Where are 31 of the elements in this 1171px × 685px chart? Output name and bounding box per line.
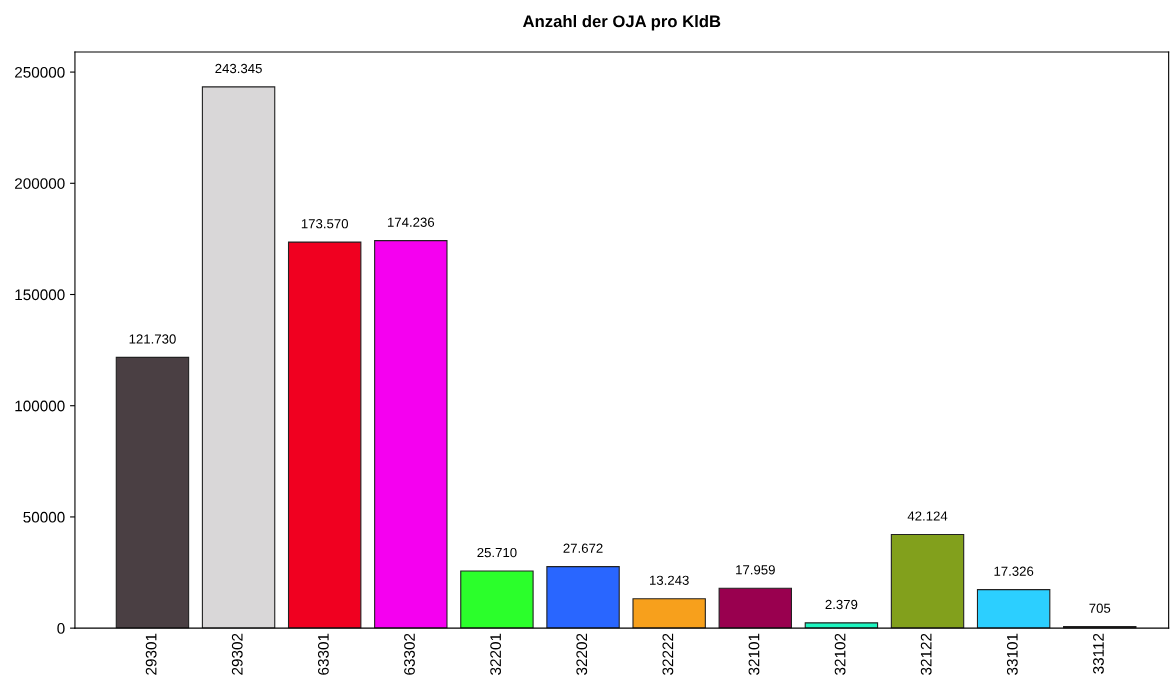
x-tick-label: 63302 [404, 633, 415, 675]
data-label: 25.710 [477, 547, 517, 558]
x-tick-label: 63301 [317, 633, 329, 675]
x-tick-label: 32202 [576, 633, 588, 675]
data-label: 27.672 [563, 543, 603, 553]
y-tick-label: 150000 [15, 289, 65, 301]
x-tick-label: 32122 [920, 633, 932, 675]
x-tick-label: 32101 [748, 633, 760, 675]
data-label: 2.379 [825, 599, 858, 610]
y-tick-label: 100000 [15, 400, 65, 412]
x-tick-label: 29302 [231, 633, 243, 675]
data-label: 17.959 [736, 565, 775, 575]
data-label: 42.124 [907, 511, 948, 521]
data-label: 243.345 [215, 63, 262, 74]
data-label: 13.243 [650, 575, 689, 585]
x-tick-label: 32201 [490, 633, 502, 675]
y-tick-label: 250000 [15, 66, 65, 78]
data-label: 121.730 [129, 334, 176, 344]
x-tick-label: 32102 [834, 633, 846, 675]
data-label: 17.326 [994, 566, 1034, 576]
x-tick-label: 33101 [1006, 633, 1018, 675]
x-tick-label: 32222 [662, 633, 674, 675]
x-tick-label: 33112 [1093, 633, 1104, 674]
x-tick-label: 29301 [145, 633, 157, 675]
data-label: 173.570 [301, 219, 349, 229]
data-label: 705 [1089, 603, 1111, 613]
y-tick-label: 200000 [15, 178, 65, 189]
data-label: 174.236 [387, 217, 435, 227]
y-tick-label: 0 [57, 623, 65, 634]
chart-title: Anzahl der OJA pro KldB [522, 14, 721, 31]
y-tick-label: 50000 [23, 511, 65, 523]
